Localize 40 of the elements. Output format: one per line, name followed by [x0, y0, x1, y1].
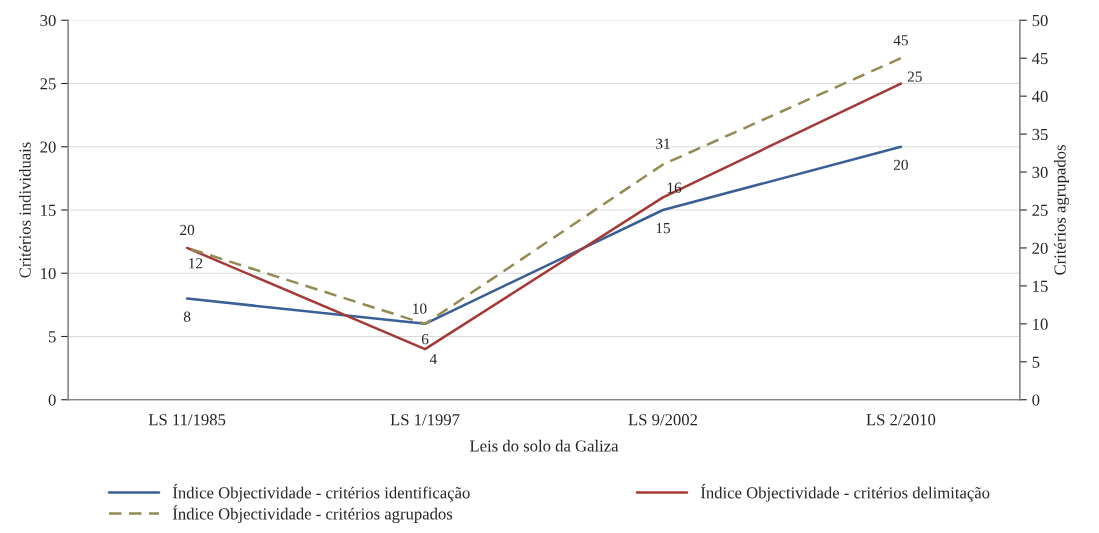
data-label: 45	[893, 35, 908, 46]
data-label: 20	[180, 224, 195, 236]
y-tick-label: 5	[48, 331, 56, 343]
y2-tick-label: 10	[1033, 318, 1048, 330]
x-tick-label: LS 11/1985	[148, 414, 226, 426]
y-tick-label: 20	[40, 141, 56, 153]
y2-tick-label: 5	[1032, 356, 1040, 368]
y2-tick-label: 35	[1032, 128, 1048, 141]
data-label: 4	[429, 353, 437, 364]
data-label: 31	[656, 138, 670, 149]
data-label: 20	[893, 159, 908, 171]
y2-tick-label: 50	[1032, 14, 1048, 27]
y2-tick-label: 0	[1032, 394, 1040, 406]
data-label: 25	[907, 71, 922, 82]
legend-label: Índice Objectividade - critérios delimitação	[700, 484, 990, 502]
y-tick-label: 30	[40, 14, 56, 27]
data-label: 16	[667, 182, 682, 193]
data-label: 6	[421, 334, 429, 345]
y-tick-label: 15	[41, 204, 56, 216]
y-tick-label: 10	[41, 267, 56, 280]
y-axis-title: Critérios individuais	[18, 142, 31, 278]
data-label: 8	[183, 311, 191, 322]
legend-label: Índice Objectividade - critérios identificação	[172, 484, 470, 502]
x-tick-label: LS 9/2002	[628, 414, 698, 426]
x-axis-title: Leis do solo da Galiza	[469, 439, 619, 452]
data-label: 10	[413, 303, 427, 314]
x-tick-label: LS 2/2010	[866, 414, 936, 426]
y2-axis-title: Critérios agrupados	[1053, 145, 1070, 275]
legend-label: Índice Objectividade - critérios agrupados	[172, 505, 453, 523]
y2-tick-label: 45	[1032, 53, 1048, 65]
y-tick-label: 25	[40, 78, 56, 90]
y-tick-label: 0	[48, 394, 56, 406]
y2-tick-label: 40	[1032, 90, 1048, 103]
y2-tick-label: 30	[1032, 166, 1048, 178]
y2-tick-label: 25	[1032, 204, 1048, 216]
y2-tick-label: 20	[1032, 242, 1048, 254]
x-tick-label: LS 1/1997	[390, 414, 460, 426]
data-label: 15	[656, 223, 671, 234]
data-label: 12	[189, 258, 203, 269]
y2-tick-label: 15	[1033, 280, 1048, 292]
